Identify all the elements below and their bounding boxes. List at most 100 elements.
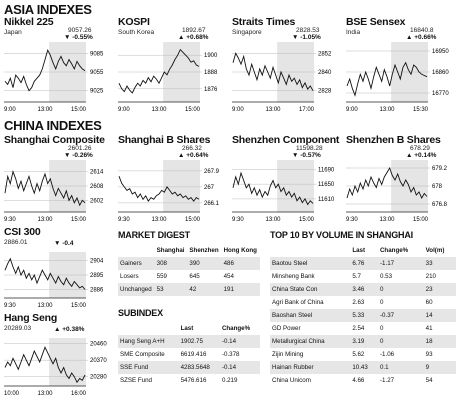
chart-subtitle: Japan xyxy=(4,29,22,36)
top10-cell: 2.54 xyxy=(350,322,378,335)
chart-subtitle: India xyxy=(346,29,361,36)
chart-subtitle: 2886.01 xyxy=(4,239,28,246)
si-cell: -0.14 xyxy=(219,361,260,374)
top10-cell: Metallurgical China xyxy=(270,335,351,348)
top10-cell: 2.63 xyxy=(350,296,378,309)
y-tick-label: 16950 xyxy=(432,49,449,55)
y-tick-label: 16770 xyxy=(432,91,449,97)
x-tick-label: 15:00 xyxy=(71,303,87,309)
si-cell: SZSE Fund xyxy=(118,374,179,387)
subindex-table: Last Change% Hang Seng A+H 1902.75 -0.14… xyxy=(118,322,260,387)
x-tick-label: 13:00 xyxy=(379,107,395,113)
chart-change: ▼ -0.4 xyxy=(54,240,74,247)
chart-shenzhenB: Shenzhen B Shares 678.29 ▲ +0.14% 679.2 678 6… xyxy=(346,134,454,224)
top10-cell: 0.1 xyxy=(377,361,424,374)
table-row: SME Composite 6619.416 -0.378 xyxy=(118,348,260,361)
top10-cell: 6.76 xyxy=(350,257,378,270)
y-tick-label: 2828 xyxy=(318,89,332,95)
y-tick-label: 11690 xyxy=(318,167,335,173)
top10-cell: 33 xyxy=(423,257,456,270)
si-cell: SSE Fund xyxy=(118,361,179,374)
y-tick-label: 2886 xyxy=(90,288,104,294)
chart-shade xyxy=(49,338,86,386)
x-tick-label: 9:00 xyxy=(118,107,130,113)
table-row: Metallurgical China 3.19 0 18 xyxy=(270,335,456,348)
chart-title: KOSPI xyxy=(118,16,150,28)
table-row: Zijin Mining 5.62 -1.06 93 xyxy=(270,348,456,361)
si-cell: 1902.75 xyxy=(178,335,220,348)
y-tick-label: 1900 xyxy=(204,53,218,59)
top10-cell: -1.17 xyxy=(377,257,424,270)
y-tick-label: 2852 xyxy=(318,51,332,57)
chart-change: ▼ -0.55% xyxy=(64,34,93,41)
chart-plot: 20460 20370 20280 10:00 13:00 16:00 xyxy=(4,338,107,397)
table-row: Hang Seng A+H 1902.75 -0.14 xyxy=(118,335,260,348)
x-tick-label: 13:00 xyxy=(37,391,53,397)
chart-plot: 1900 1888 1876 9:00 13:00 15:00 xyxy=(118,42,218,113)
top10-cell: Zijin Mining xyxy=(270,348,351,361)
md-header: Hong Kong xyxy=(223,247,257,254)
series-line xyxy=(4,257,86,290)
chart-plot: 2904 2895 2886 9:30 13:00 15:00 xyxy=(4,252,104,309)
md-cell: 390 xyxy=(187,257,222,270)
chart-change: ▲ +0.14% xyxy=(406,152,437,159)
series-line xyxy=(4,346,86,384)
series-line xyxy=(118,176,200,202)
top10-cell: China Unicom xyxy=(270,374,351,387)
x-tick-label: 9:00 xyxy=(4,107,16,113)
x-tick-label: 9:30 xyxy=(346,217,358,223)
chart-plot: 9085 9055 9025 9:00 13:00 15:00 xyxy=(4,42,104,113)
md-cell: 559 xyxy=(154,270,188,283)
top10-cell: -0.37 xyxy=(377,309,424,322)
top10-cell: 10.43 xyxy=(350,361,378,374)
chart-title: CSI 300 xyxy=(4,226,41,238)
table-row: Baoshan Steel 5.33 -0.37 14 xyxy=(270,309,456,322)
md-cell: Gainers xyxy=(118,257,155,270)
subindex-title: SUBINDEX xyxy=(118,308,163,318)
top10-cell: 0 xyxy=(377,296,424,309)
chart-change: ▲ +0.38% xyxy=(54,326,85,333)
series-line xyxy=(118,48,200,94)
chart-plot: 267.9 267 266.1 9:30 13:00 15:00 xyxy=(118,160,220,223)
x-tick-label: 15:00 xyxy=(185,107,201,113)
chart-straits: Straits Times Singapore 2828.53 ▼ -1.05% 285… xyxy=(232,16,340,114)
top10-cell: 9 xyxy=(423,361,456,374)
y-tick-label: 11610 xyxy=(318,197,335,203)
table-row: Losers 559 645 454 xyxy=(118,270,260,283)
chart-shanghaiB: Shanghai B Shares 266.32 ▲ +0.64% 267.9 267 2… xyxy=(118,134,226,224)
chart-last-value: 9057.26 xyxy=(68,27,92,34)
top10-cell: Agri Bank of China xyxy=(270,296,351,309)
top10-table: Last Change% Vol(m) Baotou Steel 6.76 -1.17 33… xyxy=(270,244,456,387)
x-tick-label: 13:00 xyxy=(265,217,281,223)
x-tick-label: 10:00 xyxy=(4,391,20,397)
top10-cell: China State Con xyxy=(270,283,351,296)
table-row: China State Con 3.46 0 23 xyxy=(270,283,456,296)
si-cell: 5476.616 xyxy=(178,374,220,387)
y-tick-label: 9025 xyxy=(90,89,104,95)
top10-cell: 5.62 xyxy=(350,348,378,361)
top10-cell: -1.06 xyxy=(377,348,424,361)
chart-change: ▲ +0.66% xyxy=(406,34,437,41)
md-header: Shenzhen xyxy=(189,247,219,254)
x-tick-label: 15:00 xyxy=(71,217,87,223)
chart-title: Shenzhen Component xyxy=(232,134,340,146)
table-row: Hainan Rubber 10.43 0.1 9 xyxy=(270,361,456,374)
x-tick-label: 15:30 xyxy=(413,107,429,113)
chart-kospi: KOSPI South Korea 1892.67 ▲ +0.68% 1900 1888 1… xyxy=(118,16,226,114)
chart-bse: BSE Sensex India 16840.8 ▲ +0.66% 16950 16860… xyxy=(346,16,454,114)
y-tick-label: 678 xyxy=(432,184,443,190)
y-tick-label: 679.2 xyxy=(432,166,448,172)
x-tick-label: 15:00 xyxy=(299,217,315,223)
chart-change: ▼ -0.57% xyxy=(292,152,321,159)
top10-cell: Minsheng Bank xyxy=(270,270,351,283)
si-header xyxy=(118,322,179,335)
chart-subtitle: South Korea xyxy=(118,29,155,36)
top10-cell: 5.7 xyxy=(350,270,378,283)
chart-last-value: 678.29 xyxy=(410,145,430,152)
chart-title: Nikkel 225 xyxy=(4,16,54,28)
y-tick-label: 20460 xyxy=(90,342,107,348)
x-tick-label: 17:00 xyxy=(299,107,315,113)
md-cell: 486 xyxy=(221,257,260,270)
chart-shade xyxy=(277,160,314,212)
y-tick-label: 20280 xyxy=(90,375,107,381)
